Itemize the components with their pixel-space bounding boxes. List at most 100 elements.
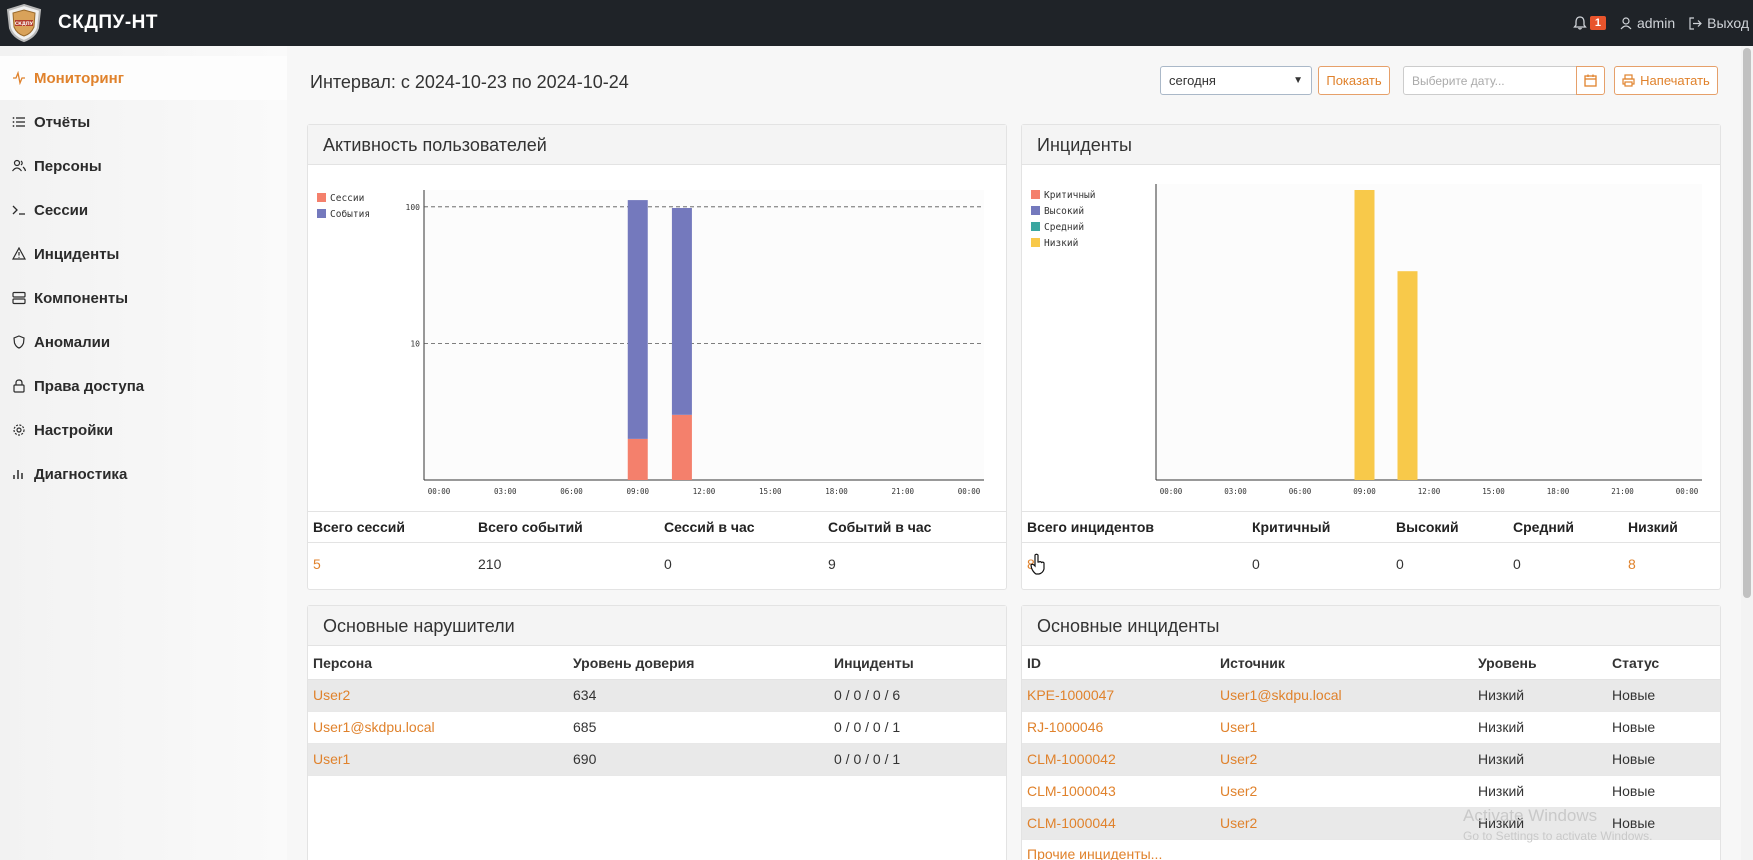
table-cell-link[interactable]: User2 [1215, 807, 1473, 840]
sidebar-item-label: Компоненты [34, 289, 129, 307]
sidebar-item-label: Инциденты [34, 245, 120, 263]
user-name: admin [1636, 15, 1676, 31]
print-button[interactable]: Напечатать [1614, 66, 1718, 95]
sidebar-item[interactable]: Компоненты [0, 276, 287, 320]
total-incidents-link[interactable]: 8 [1027, 556, 1035, 572]
notifications-badge: 1 [1589, 16, 1606, 30]
table-cell: Низкий [1473, 775, 1607, 808]
legend-label: Сессии [330, 193, 364, 204]
table-cell-link[interactable]: User2 [308, 679, 568, 712]
app-title: СКДПУ-НТ [58, 12, 158, 33]
sidebar-item[interactable]: Права доступа [0, 364, 287, 408]
activity-stats-values: 5 210 0 9 [308, 543, 1006, 585]
table-cell-link[interactable]: RJ-1000046 [1022, 711, 1215, 744]
plot-area [424, 190, 984, 480]
user-menu[interactable]: admin [1620, 15, 1675, 31]
total-sessions-link[interactable]: 5 [313, 556, 321, 572]
logout-label: Выход [1707, 15, 1749, 31]
table-cell-link[interactable]: KPE-1000047 [1022, 679, 1215, 712]
hand-cursor-icon [1030, 553, 1045, 575]
terminal-icon [12, 203, 34, 217]
x-tick-label: 00:00 [1676, 487, 1699, 496]
table-cell-link[interactable]: User1 [308, 743, 568, 776]
sidebar-item[interactable]: Аномалии [0, 320, 287, 364]
chevron-down-icon: ▼ [1293, 75, 1303, 86]
sidebar-item[interactable]: Диагностика [0, 452, 287, 496]
sidebar-item[interactable]: Отчёты [0, 100, 287, 144]
table-cell-link[interactable]: User2 [1215, 775, 1473, 808]
sidebar-item[interactable]: Мониторинг [0, 56, 287, 100]
sidebar-item[interactable]: Инциденты [0, 232, 287, 276]
table-cell-link[interactable]: CLM-1000044 [1022, 807, 1215, 840]
low-count-link[interactable]: 8 [1628, 556, 1636, 572]
scrollbar-thumb[interactable] [1743, 48, 1751, 598]
x-tick-label: 00:00 [428, 487, 451, 496]
main-incidents-panel-title: Основные инциденты [1022, 606, 1720, 646]
bar [627, 200, 648, 439]
table-cell-link[interactable]: CLM-1000043 [1022, 775, 1215, 808]
table-cell: 690 [568, 743, 829, 776]
app-logo[interactable]: СКДПУ [2, 1, 46, 45]
column-header: Источник [1215, 647, 1473, 680]
x-tick-label: 12:00 [1418, 487, 1441, 496]
notifications-button[interactable]: 1 [1573, 16, 1606, 30]
violators-table: Персона Уровень доверия Инциденты User2 6… [308, 647, 1006, 776]
x-tick-label: 18:00 [825, 487, 848, 496]
stat-header: Критичный [1252, 519, 1331, 535]
incidents-stats-values: 8 0 0 0 8 [1022, 543, 1720, 585]
legend-label: Критичный [1044, 190, 1095, 201]
show-button-label: Показать [1326, 73, 1382, 88]
table-cell-link[interactable]: User1@skdpu.local [1215, 679, 1473, 712]
high-count: 0 [1396, 556, 1404, 572]
activity-stats-header: Всего сессий Всего событий Сессий в час … [308, 511, 1006, 543]
table-cell: Низкий [1473, 711, 1607, 744]
table-row: CLM-1000043 User2 Низкий Новые [1022, 775, 1720, 808]
table-row: CLM-1000042 User2 Низкий Новые [1022, 743, 1720, 776]
calendar-button[interactable] [1576, 66, 1605, 95]
logout-button[interactable]: Выход [1689, 15, 1749, 31]
legend-swatch [1031, 238, 1040, 247]
calendar-icon [1584, 74, 1597, 87]
column-header: Персона [308, 647, 568, 680]
legend-label: Высокий [1044, 206, 1084, 217]
stat-header: Низкий [1628, 519, 1678, 535]
sidebar: Мониторинг Отчёты Персоны Сессии Инциденты Ко… [0, 46, 287, 860]
more-incidents-link[interactable]: Прочие инциденты... [1027, 846, 1163, 860]
show-button[interactable]: Показать [1318, 66, 1390, 95]
sidebar-item-label: Настройки [34, 421, 114, 439]
x-tick-label: 15:00 [1482, 487, 1505, 496]
table-cell-link[interactable]: User2 [1215, 743, 1473, 776]
table-cell: 0 / 0 / 0 / 1 [829, 743, 1006, 776]
date-input[interactable]: Выберите дату... [1403, 66, 1577, 95]
table-cell-link[interactable]: User1 [1215, 711, 1473, 744]
column-header: Уровень доверия [568, 647, 829, 680]
table-cell-link[interactable]: User1@skdpu.local [308, 711, 568, 744]
table-cell: Новые [1607, 743, 1720, 776]
events-per-hour-value: 9 [828, 556, 836, 572]
page-scrollbar[interactable] [1741, 46, 1753, 860]
table-row: CLM-1000044 User2 Низкий Новые [1022, 807, 1720, 840]
table-cell: Новые [1607, 711, 1720, 744]
sidebar-item[interactable]: Персоны [0, 144, 287, 188]
users-icon [12, 159, 34, 173]
sidebar-item[interactable]: Сессии [0, 188, 287, 232]
table-cell: 685 [568, 711, 829, 744]
legend-label: События [330, 209, 370, 220]
bar-chart-icon [12, 467, 34, 481]
list-icon [12, 115, 34, 129]
shield-logo-icon: СКДПУ [6, 3, 42, 43]
period-select[interactable]: сегодня ▼ [1160, 66, 1312, 95]
logout-icon [1689, 16, 1702, 30]
table-cell-link[interactable]: CLM-1000042 [1022, 743, 1215, 776]
printer-icon [1622, 74, 1635, 87]
sidebar-item-label: Персоны [34, 157, 102, 175]
stat-header: Всего сессий [313, 519, 405, 535]
stat-header: Сессий в час [664, 519, 755, 535]
critical-count: 0 [1252, 556, 1260, 572]
stat-header: Высокий [1396, 519, 1459, 535]
legend-swatch [317, 193, 326, 202]
sidebar-item-label: Права доступа [34, 377, 145, 395]
sidebar-item[interactable]: Настройки [0, 408, 287, 452]
activity-panel: Активность пользователей 10 100 00:00 03:00… [307, 124, 1007, 590]
table-row: User1 690 0 / 0 / 0 / 1 [308, 743, 1006, 776]
